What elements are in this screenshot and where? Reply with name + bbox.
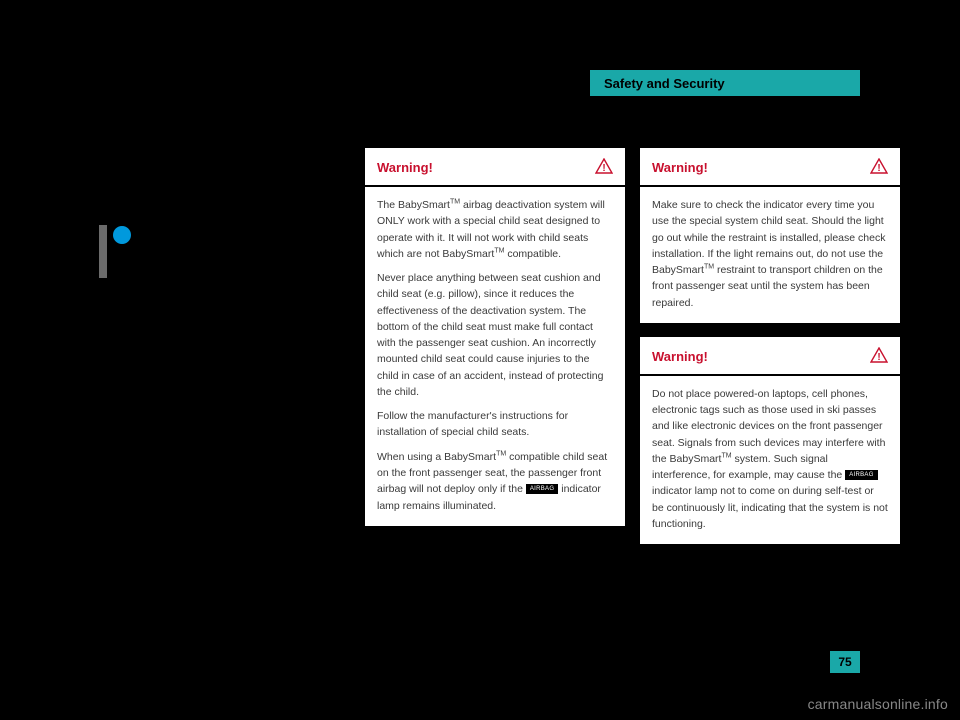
header-band: Safety and Security bbox=[590, 70, 860, 96]
watermark: carmanualsonline.info bbox=[808, 696, 948, 712]
text: When using a BabySmart bbox=[377, 451, 496, 463]
airbag-badge-icon: AIRBAG bbox=[845, 470, 877, 480]
column-right: Warning! ! Make sure to check the indica… bbox=[640, 148, 900, 544]
text: The BabySmart bbox=[377, 199, 450, 211]
warning-header: Warning! ! bbox=[640, 337, 900, 376]
trademark: TM bbox=[496, 450, 506, 457]
side-dot bbox=[113, 226, 131, 244]
warning-header: Warning! ! bbox=[640, 148, 900, 187]
warning-label: Warning! bbox=[652, 349, 708, 364]
svg-text:!: ! bbox=[602, 163, 605, 174]
text: Follow the manufacturer's instructions f… bbox=[377, 408, 613, 441]
warning-body: Make sure to check the indicator every t… bbox=[640, 187, 900, 323]
side-tab bbox=[99, 225, 107, 278]
trademark: TM bbox=[450, 199, 460, 206]
warning-body: Do not place powered-on laptops, cell ph… bbox=[640, 376, 900, 544]
svg-text:!: ! bbox=[877, 352, 880, 363]
trademark: TM bbox=[721, 452, 731, 459]
warning-triangle-icon: ! bbox=[595, 158, 613, 177]
text: indicator lamp not to come on during sel… bbox=[652, 485, 888, 530]
warning-label: Warning! bbox=[377, 160, 433, 175]
warning-label: Warning! bbox=[652, 160, 708, 175]
text: Never place anything between seat cushio… bbox=[377, 270, 613, 400]
warning-triangle-icon: ! bbox=[870, 158, 888, 177]
header-title: Safety and Security bbox=[604, 76, 725, 91]
warning-box-2: Warning! ! Make sure to check the indica… bbox=[640, 148, 900, 323]
column-left: Warning! ! The BabySmartTM airbag deacti… bbox=[365, 148, 625, 526]
text: compatible. bbox=[504, 248, 561, 260]
trademark: TM bbox=[704, 264, 714, 271]
warning-triangle-icon: ! bbox=[870, 347, 888, 366]
warning-header: Warning! ! bbox=[365, 148, 625, 187]
warning-body: The BabySmartTM airbag deactivation syst… bbox=[365, 187, 625, 526]
trademark: TM bbox=[494, 247, 504, 254]
warning-box-3: Warning! ! Do not place powered-on lapto… bbox=[640, 337, 900, 544]
warning-box-1: Warning! ! The BabySmartTM airbag deacti… bbox=[365, 148, 625, 526]
svg-text:!: ! bbox=[877, 163, 880, 174]
airbag-badge-icon: AIRBAG bbox=[526, 484, 558, 494]
page-number: 75 bbox=[830, 651, 860, 673]
